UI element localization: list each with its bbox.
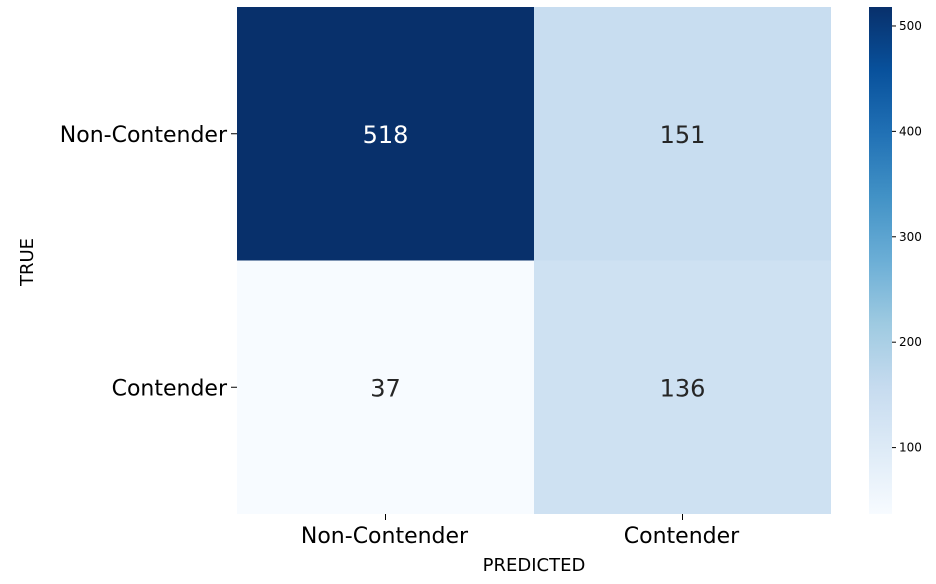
colorbar-tick-label: 500 [899, 19, 922, 33]
y-tick-label: Non-Contender [60, 123, 228, 148]
colorbar-tick-label: 200 [899, 335, 922, 349]
x-axis-ticks: Non-Contender Contender [301, 514, 740, 549]
cell-value-label: 37 [370, 374, 401, 402]
heatmap-cell [534, 7, 831, 261]
cell-value-label: 518 [363, 121, 409, 149]
colorbar-gradient [869, 7, 892, 514]
heatmap-cell [237, 7, 534, 261]
heatmap-cell [237, 260, 534, 514]
colorbar-ticks: 100 200 300 400 500 [892, 19, 922, 455]
colorbar-tick-label: 400 [899, 124, 922, 138]
cell-value-label: 136 [660, 374, 706, 402]
y-axis-label: TRUE [17, 238, 38, 287]
y-tick-label: Contender [112, 376, 228, 401]
colorbar: 100 200 300 400 500 [869, 7, 922, 514]
y-axis-ticks: Non-Contender Contender [60, 123, 237, 401]
x-axis-label: PREDICTED [483, 555, 586, 576]
x-tick-label: Non-Contender [301, 524, 469, 549]
x-tick-label: Contender [624, 524, 740, 549]
cell-labels: 518 151 37 136 [363, 121, 706, 403]
colorbar-tick-label: 300 [899, 230, 922, 244]
colorbar-tick-label: 100 [899, 441, 922, 455]
cell-value-label: 151 [660, 121, 706, 149]
heatmap-cells [237, 7, 831, 514]
heatmap-cell [534, 260, 831, 514]
